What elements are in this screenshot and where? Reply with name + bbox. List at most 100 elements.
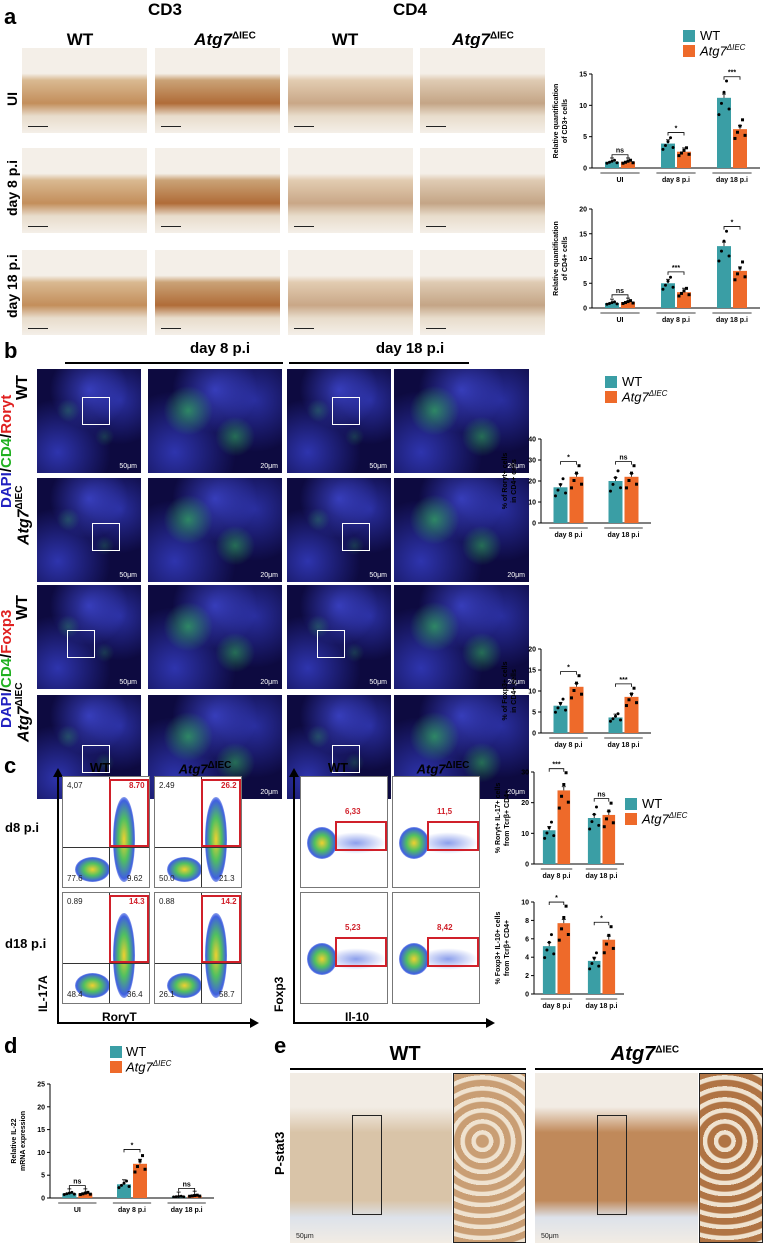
data-point xyxy=(559,702,562,706)
if-overview-image: 50μm xyxy=(37,585,141,689)
scale-label: 20μm xyxy=(507,463,525,470)
quadrant-ul-value: 4,07 xyxy=(67,781,83,790)
category-label: day 8 p.i xyxy=(118,1207,146,1214)
data-point xyxy=(627,478,631,482)
significance-bracket xyxy=(593,798,610,802)
data-point xyxy=(62,1193,66,1197)
data-point xyxy=(671,145,675,149)
legend-swatch-wt-c xyxy=(625,798,637,810)
scale-bar xyxy=(161,225,181,227)
bar xyxy=(677,292,691,308)
bar xyxy=(733,270,747,308)
data-point xyxy=(88,1192,92,1196)
zoom-region-box xyxy=(92,523,120,551)
facs-plot-foxp3-il10: 6,33 xyxy=(300,776,388,888)
significance-bracket xyxy=(548,768,565,772)
data-point xyxy=(556,488,560,492)
data-point xyxy=(621,161,625,165)
data-point xyxy=(722,239,726,243)
row-label-b-wt1: WT xyxy=(14,375,31,400)
zoom-region-box xyxy=(67,630,95,658)
data-point xyxy=(545,831,549,835)
data-point xyxy=(605,161,609,165)
category-label: UI xyxy=(617,177,624,184)
data-point xyxy=(661,147,665,151)
scale-bar xyxy=(161,327,181,329)
legend-swatch-ko-b xyxy=(605,391,617,403)
bar xyxy=(117,1184,131,1198)
bar xyxy=(608,717,623,733)
x-arrowhead-left xyxy=(250,1018,259,1028)
category-label: day 8 p.i xyxy=(554,742,582,749)
if-zoom-image: 20μm xyxy=(148,369,282,473)
scale-bar xyxy=(294,327,314,329)
cell-population xyxy=(326,832,386,854)
data-point xyxy=(615,302,619,306)
scale-label: 50μm xyxy=(369,572,387,579)
bar xyxy=(133,1163,147,1198)
data-point xyxy=(682,148,686,152)
quadrant-line xyxy=(155,847,241,848)
scale-label: 50μm xyxy=(296,1233,314,1240)
x-arrowhead-right xyxy=(486,1018,495,1028)
scale-label: 20μm xyxy=(507,572,525,579)
y-tick-label: 10 xyxy=(579,103,587,110)
data-point xyxy=(557,806,561,810)
data-point xyxy=(682,289,686,293)
scale-label: 50μm xyxy=(119,572,137,579)
significance-bracket xyxy=(667,132,685,136)
data-point xyxy=(605,817,609,821)
data-point xyxy=(679,151,683,155)
data-point xyxy=(719,249,723,253)
data-point xyxy=(580,692,584,696)
bar xyxy=(62,1193,77,1198)
significance-bracket xyxy=(611,294,629,298)
quadrant-lr-value: 36.4 xyxy=(127,990,143,999)
bar xyxy=(717,246,731,308)
if-zoom-image: 20μm xyxy=(394,585,529,689)
data-point xyxy=(602,951,606,955)
scale-bar xyxy=(28,327,48,329)
y-tick-label: 20 xyxy=(37,1104,45,1111)
row-label-day18: day 18 p.i xyxy=(4,254,20,318)
cell-population xyxy=(326,948,386,970)
significance-label: * xyxy=(567,455,570,462)
data-point xyxy=(632,464,636,468)
y-axis-label: from Tcrβ+ CD4+ xyxy=(504,920,511,976)
cell-population xyxy=(113,797,135,882)
category-label: day 18 p.i xyxy=(608,742,640,749)
significance-bracket xyxy=(667,271,685,275)
bar xyxy=(717,97,731,168)
significance-label: * xyxy=(567,665,570,672)
ihc-tissue-image xyxy=(288,148,413,233)
significance-bracket xyxy=(723,76,741,80)
bar xyxy=(553,487,568,523)
data-point xyxy=(613,300,617,304)
header-day18: day 18 p.i xyxy=(375,340,445,357)
legend-swatch-wt-d xyxy=(110,1046,122,1058)
if-overview-image: 50μm xyxy=(287,369,391,473)
data-point xyxy=(590,962,594,966)
y-tick-label: 20 xyxy=(521,800,529,807)
data-point xyxy=(190,1194,194,1198)
data-point xyxy=(605,302,609,306)
data-point xyxy=(543,956,547,960)
y-tick-label: 30 xyxy=(528,458,536,465)
data-point xyxy=(605,942,609,946)
data-point xyxy=(610,159,614,163)
data-point xyxy=(735,130,739,134)
c-col-ko-2: Atg7ΔIEC xyxy=(416,760,470,777)
data-point xyxy=(630,692,633,696)
col-header-atg7-cd4: Atg7ΔIEC xyxy=(452,30,514,49)
data-point xyxy=(549,933,553,937)
data-point xyxy=(677,154,681,158)
data-point xyxy=(743,275,747,279)
e-header-wt: WT xyxy=(389,1043,421,1065)
bar xyxy=(733,129,747,168)
cell-population xyxy=(75,973,110,998)
y-tick-label: 30 xyxy=(521,770,529,777)
data-point xyxy=(133,1170,137,1174)
data-point xyxy=(733,136,737,140)
data-point xyxy=(631,161,635,165)
if-overview-image: 50μm xyxy=(287,585,391,689)
